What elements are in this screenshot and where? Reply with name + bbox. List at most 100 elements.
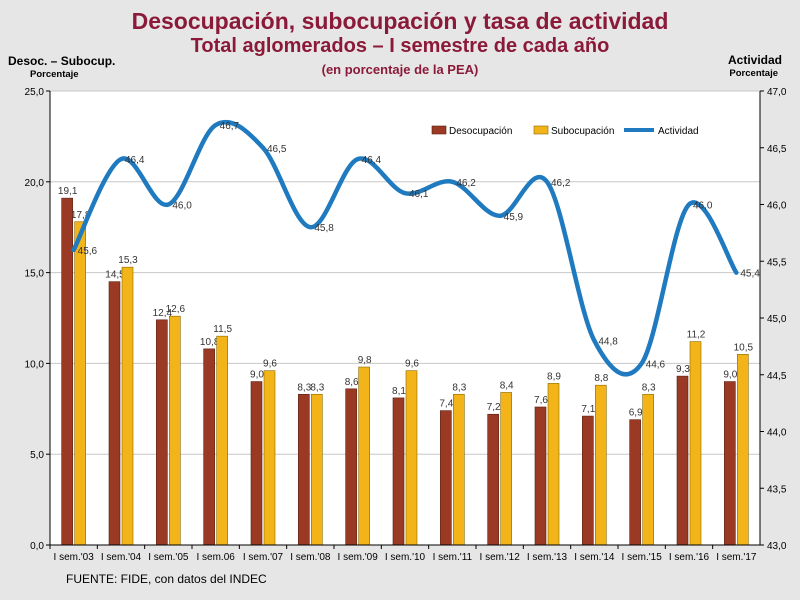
x-tick-label: I sem.'17 <box>716 552 757 563</box>
y-tick-label: 10,0 <box>25 359 45 370</box>
chart-title: Desocupación, subocupación y tasa de act… <box>131 8 669 34</box>
label-desocupacion: 9,0 <box>723 370 737 381</box>
bar-desocupacion <box>676 375 689 546</box>
bar-desocupacion <box>440 410 452 546</box>
right-axis-title: Actividad <box>727 53 782 67</box>
bar-subocupacion <box>358 366 370 546</box>
bar-desocupacion <box>345 388 357 546</box>
label-subocupacion: 9,6 <box>263 359 277 370</box>
bar-subocupacion <box>547 383 560 546</box>
bar-subocupacion <box>74 221 86 546</box>
label-desocupacion: 8,3 <box>297 382 311 393</box>
label-subocupacion: 8,4 <box>500 380 514 391</box>
label-subocupacion: 10,5 <box>734 342 754 353</box>
right-axis-subtitle: Porcentaje <box>729 68 778 79</box>
bar-subocupacion <box>263 370 276 546</box>
bar-desocupacion <box>108 281 121 546</box>
bar-desocupacion <box>250 381 263 546</box>
label-actividad: 45,6 <box>78 246 98 257</box>
label-actividad: 44,6 <box>646 359 666 370</box>
label-subocupacion: 12,6 <box>166 304 186 315</box>
y2-tick-label: 47,0 <box>767 87 787 98</box>
x-tick-label: I sem.06 <box>196 552 235 563</box>
bar-subocupacion <box>500 392 512 546</box>
label-subocupacion: 11,5 <box>213 324 232 335</box>
x-tick-label: I sem.'05 <box>148 552 189 563</box>
label-desocupacion: 12,4 <box>153 308 173 319</box>
y2-tick-label: 45,5 <box>767 257 787 268</box>
bar-subocupacion <box>121 266 134 546</box>
x-tick-label: I sem.'07 <box>243 552 284 563</box>
label-desocupacion: 6,9 <box>629 408 643 419</box>
label-actividad: 46,4 <box>125 155 145 166</box>
bar-subocupacion <box>737 354 749 546</box>
label-desocupacion: 7,1 <box>581 404 595 415</box>
bar-subocupacion <box>216 335 228 546</box>
label-subocupacion: 8,3 <box>310 382 324 393</box>
label-subocupacion: 8,3 <box>452 382 466 393</box>
bar-desocupacion <box>724 381 736 546</box>
bar-subocupacion <box>311 393 323 546</box>
x-tick-label: I sem.'16 <box>669 552 710 563</box>
bar-subocupacion <box>595 384 607 546</box>
x-tick-label: I sem.'15 <box>622 552 663 563</box>
y2-tick-label: 44,5 <box>767 371 787 382</box>
bar-subocupacion <box>689 341 702 546</box>
bar-desocupacion <box>61 197 73 546</box>
bar-desocupacion <box>298 393 310 546</box>
label-subocupacion: 15,3 <box>118 255 138 266</box>
y2-tick-label: 46,5 <box>767 144 787 155</box>
source-note: FUENTE: FIDE, con datos del INDEC <box>66 572 267 586</box>
y-tick-label: 25,0 <box>25 87 45 98</box>
bar-desocupacion <box>582 415 594 546</box>
bar-desocupacion <box>156 319 168 546</box>
label-desocupacion: 7,2 <box>487 402 501 413</box>
y2-tick-label: 43,5 <box>767 484 787 495</box>
legend-swatch-subocupacion <box>533 125 549 135</box>
label-actividad: 45,8 <box>314 223 334 234</box>
bar-desocupacion <box>629 419 641 546</box>
label-subocupacion: 9,8 <box>358 355 372 366</box>
left-axis-subtitle: Porcentaje <box>30 69 79 80</box>
label-actividad: 46,0 <box>693 201 713 212</box>
label-subocupacion: 9,6 <box>405 359 419 370</box>
legend-swatch-desocupacion <box>431 125 447 135</box>
line-actividad <box>71 119 739 377</box>
y-tick-label: 20,0 <box>25 178 45 189</box>
legend-label-subocupacion: Subocupación <box>551 126 614 137</box>
x-tick-label: I sem.'14 <box>574 552 615 563</box>
label-actividad: 45,9 <box>504 212 524 223</box>
chart-subtitle: Total aglomerados – I semestre de cada a… <box>190 35 610 57</box>
x-tick-label: I sem.'11 <box>433 552 473 563</box>
x-tick-label: I sem.'08 <box>290 552 331 563</box>
label-desocupacion: 9,3 <box>676 364 690 375</box>
bar-subocupacion <box>642 393 654 546</box>
bar-subocupacion <box>453 393 465 546</box>
label-desocupacion: 8,1 <box>392 386 406 397</box>
label-subocupacion: 17,8 <box>71 210 91 221</box>
bar-desocupacion <box>534 406 547 546</box>
label-actividad: 45,4 <box>740 269 760 280</box>
x-tick-label: I sem.'04 <box>101 552 142 563</box>
left-axis-title: Desoc. – Subocup. <box>8 54 116 68</box>
label-desocupacion: 14,5 <box>105 270 125 281</box>
label-actividad: 46,2 <box>551 178 571 189</box>
y-tick-label: 15,0 <box>25 269 45 280</box>
bar-desocupacion <box>487 413 499 546</box>
bar-subocupacion <box>405 370 418 546</box>
label-desocupacion: 9,0 <box>250 370 264 381</box>
label-desocupacion: 19,1 <box>58 186 78 197</box>
bar-subocupacion <box>169 315 181 546</box>
y-tick-label: 0,0 <box>30 541 44 552</box>
label-actividad: 46,2 <box>456 178 476 189</box>
label-actividad: 46,0 <box>172 201 192 212</box>
label-actividad: 46,7 <box>220 121 240 132</box>
label-subocupacion: 11,2 <box>687 330 706 341</box>
label-desocupacion: 7,4 <box>439 399 453 410</box>
legend-label-actividad: Actividad <box>658 126 699 137</box>
y2-tick-label: 44,0 <box>767 428 787 439</box>
x-tick-label: I sem.'10 <box>385 552 426 563</box>
y-tick-label: 5,0 <box>30 450 44 461</box>
